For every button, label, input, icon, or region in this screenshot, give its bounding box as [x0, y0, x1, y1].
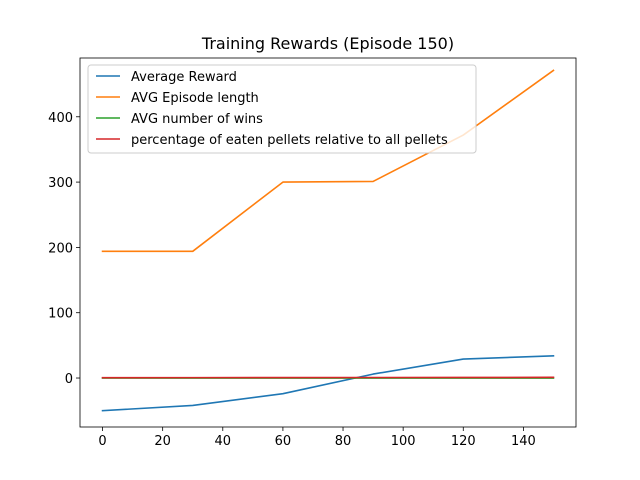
plot-frame	[79, 57, 577, 428]
y-tick-label-0: 0	[65, 372, 73, 387]
legend-label-1: AVG Episode length	[131, 91, 259, 106]
y-axis: 0 100 200 300 400	[48, 111, 80, 387]
legend-label-3: percentage of eaten pellets relative to …	[131, 133, 448, 148]
x-tick-label-1: 20	[154, 434, 171, 449]
x-tick-label-3: 60	[275, 434, 292, 449]
series-line-1	[101, 69, 555, 253]
series-layer	[101, 69, 555, 412]
y-tick-label-1: 100	[48, 307, 73, 322]
y-tick-label-3: 300	[48, 176, 73, 191]
y-tick-label-2: 200	[48, 241, 73, 256]
plot-area	[79, 57, 577, 428]
x-tick-label-6: 120	[451, 434, 476, 449]
y-tick-label-4: 400	[48, 111, 73, 126]
x-tick-label-2: 40	[215, 434, 232, 449]
legend: Average Reward AVG Episode length AVG numb…	[87, 64, 477, 154]
x-axis: 0 20 40 60 80 100 120 140	[98, 427, 536, 449]
x-tick-label-5: 100	[391, 434, 416, 449]
x-tick-label-4: 80	[335, 434, 352, 449]
legend-label-0: Average Reward	[131, 70, 237, 85]
legend-label-2: AVG number of wins	[131, 112, 263, 127]
series-line-0	[101, 354, 555, 412]
x-tick-label-7: 140	[511, 434, 536, 449]
x-tick-label-0: 0	[98, 434, 106, 449]
chart-title: Training Rewards (Episode 150)	[201, 34, 454, 53]
legend-box	[87, 64, 477, 154]
